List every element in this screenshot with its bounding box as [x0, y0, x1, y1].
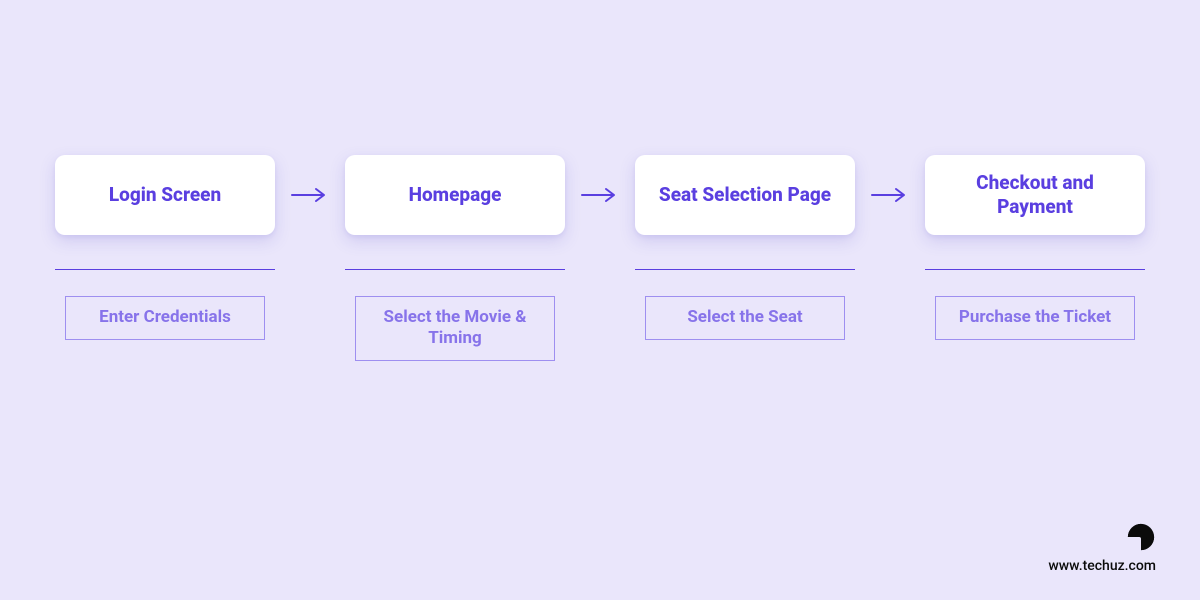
action-label: Select the Movie & Timing	[370, 307, 540, 350]
step-seat-selection: Seat Selection Page Select the Seat	[635, 155, 855, 340]
flowchart-canvas: Login Screen Enter Credentials Homepage …	[0, 0, 1200, 600]
step-homepage: Homepage Select the Movie & Timing	[345, 155, 565, 361]
arrow-slot	[855, 155, 925, 235]
footer-url: www.techuz.com	[1048, 558, 1156, 574]
action-seat-selection: Select the Seat	[645, 296, 845, 340]
action-checkout: Purchase the Ticket	[935, 296, 1135, 340]
arrow-right-icon	[290, 187, 330, 203]
card-login: Login Screen	[55, 155, 275, 235]
card-title: Homepage	[409, 183, 502, 207]
action-login: Enter Credentials	[65, 296, 265, 340]
footer: www.techuz.com	[1048, 522, 1156, 574]
step-login: Login Screen Enter Credentials	[55, 155, 275, 340]
card-title: Login Screen	[109, 183, 221, 207]
card-homepage: Homepage	[345, 155, 565, 235]
step-checkout: Checkout and Payment Purchase the Ticket	[925, 155, 1145, 340]
action-homepage: Select the Movie & Timing	[355, 296, 555, 361]
divider	[345, 269, 565, 270]
logo-icon	[1126, 522, 1156, 552]
action-label: Select the Seat	[687, 307, 802, 328]
action-label: Purchase the Ticket	[959, 307, 1111, 328]
divider	[55, 269, 275, 270]
arrow-slot	[565, 155, 635, 235]
card-title: Seat Selection Page	[659, 183, 831, 207]
arrow-slot	[275, 155, 345, 235]
card-title: Checkout and Payment	[943, 171, 1127, 219]
divider	[925, 269, 1145, 270]
arrow-right-icon	[870, 187, 910, 203]
action-label: Enter Credentials	[99, 307, 231, 328]
arrow-right-icon	[580, 187, 620, 203]
divider	[635, 269, 855, 270]
flow-row: Login Screen Enter Credentials Homepage …	[0, 155, 1200, 361]
card-seat-selection: Seat Selection Page	[635, 155, 855, 235]
logo-gap	[1128, 537, 1141, 550]
card-checkout: Checkout and Payment	[925, 155, 1145, 235]
